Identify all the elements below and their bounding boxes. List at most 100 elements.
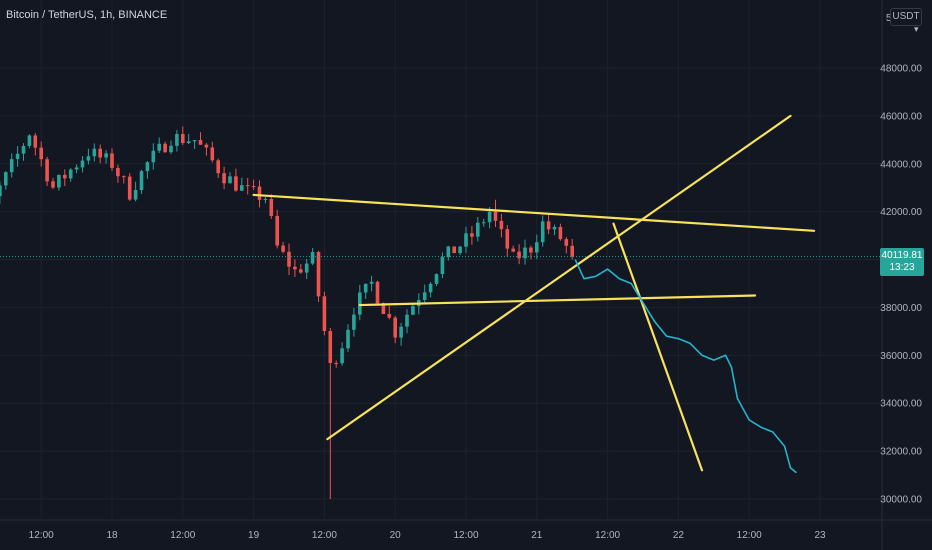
candle-body [74, 167, 79, 170]
candle-body [540, 221, 545, 243]
candle-body [446, 246, 451, 258]
candle-body [535, 242, 539, 253]
candle-body [434, 274, 439, 284]
candle-body [133, 190, 138, 200]
time-tick-label: 12:00 [453, 530, 478, 541]
price-tick-label: 32000.00 [880, 447, 922, 458]
candle-body [45, 159, 49, 182]
candle-body [552, 226, 557, 230]
candle-body [287, 251, 291, 267]
candle-body [558, 226, 563, 240]
candle-body [175, 133, 179, 146]
candle-body [523, 247, 527, 259]
candle-body [240, 185, 244, 191]
candle-body [393, 317, 397, 338]
candle-body [269, 199, 274, 216]
candle-body [487, 211, 492, 223]
time-tick-label: 22 [673, 530, 685, 541]
candle-body [80, 160, 85, 168]
candle-body [346, 329, 350, 349]
candle-body [375, 281, 380, 304]
candle-body [0, 185, 2, 197]
candle-body [222, 173, 226, 184]
candle-body [92, 148, 97, 157]
trendline-horizontal-support [358, 294, 757, 307]
time-tick-label: 12:00 [312, 530, 337, 541]
candle-body [39, 147, 43, 160]
candle-body [405, 314, 409, 327]
candle-body [511, 248, 515, 252]
candle-body [293, 266, 297, 270]
candle-body [399, 326, 403, 338]
trendline-breakdown-projection [612, 222, 704, 472]
price-tick-label: 42000.00 [880, 207, 922, 218]
time-tick-label: 12:00 [737, 530, 762, 541]
candle-body [251, 186, 256, 188]
projection[interactable] [574, 259, 797, 474]
candle-body [228, 176, 232, 184]
candle-body [151, 150, 156, 163]
candle-body [481, 222, 486, 224]
candle-body [169, 145, 173, 153]
candle-body [98, 148, 102, 158]
candle-body [452, 246, 456, 254]
candle-body [334, 362, 338, 364]
candle-body [363, 283, 368, 293]
candle-body [275, 215, 279, 246]
candle-body [51, 181, 55, 188]
price-tick-label: 38000.00 [880, 303, 922, 314]
candle-body [245, 185, 250, 187]
candle-body [86, 156, 91, 161]
last-price-tag: 40119.81 13:23 [880, 248, 924, 276]
candle-body [57, 174, 61, 188]
candle-body [458, 246, 462, 254]
candle-body [210, 147, 215, 161]
candle-body [204, 144, 209, 148]
candle-body [68, 169, 73, 179]
candle-body [127, 176, 132, 200]
price-axis-partial-label: 5 [886, 13, 892, 24]
time-tick-label: 23 [814, 530, 826, 541]
candle-body [529, 247, 533, 253]
candle-body [281, 245, 285, 252]
time-tick-label: 20 [390, 530, 402, 541]
candle-body [234, 176, 238, 191]
candle-body [145, 162, 150, 172]
bar-countdown: 13:23 [889, 262, 915, 273]
candle-body [110, 153, 114, 168]
candles [0, 126, 574, 499]
candle-body [464, 233, 468, 247]
time-tick-label: 19 [248, 530, 260, 541]
price-tick-label: 30000.00 [880, 495, 922, 506]
candle-body [440, 257, 445, 275]
price-tick-label: 36000.00 [880, 351, 922, 362]
time-tick-label: 18 [106, 530, 118, 541]
candle-body [352, 314, 356, 330]
candle-body [493, 211, 498, 221]
price-tick-label: 34000.00 [880, 399, 922, 410]
chevron-down-icon[interactable]: ▾ [914, 24, 919, 34]
candle-body [546, 221, 551, 230]
time-tick-label: 21 [531, 530, 543, 541]
candle-body [122, 176, 126, 178]
candle-body [15, 153, 20, 160]
candle-body [157, 143, 161, 151]
candle-body [299, 269, 303, 273]
candle-body [263, 199, 268, 201]
projection-path [574, 259, 797, 474]
currency-selector[interactable]: USDT [890, 8, 922, 26]
candle-body [304, 263, 309, 273]
candle-body [27, 135, 32, 146]
candle-body [192, 140, 197, 142]
candle-body [470, 233, 474, 237]
candle-body [9, 159, 14, 173]
candle-body [381, 303, 386, 315]
candle-body [328, 331, 333, 363]
candle-body [4, 172, 8, 186]
candle-body [358, 292, 362, 315]
candle-body [139, 171, 144, 191]
trendline-descending-resistance [252, 193, 816, 232]
trendlines[interactable] [252, 114, 816, 472]
